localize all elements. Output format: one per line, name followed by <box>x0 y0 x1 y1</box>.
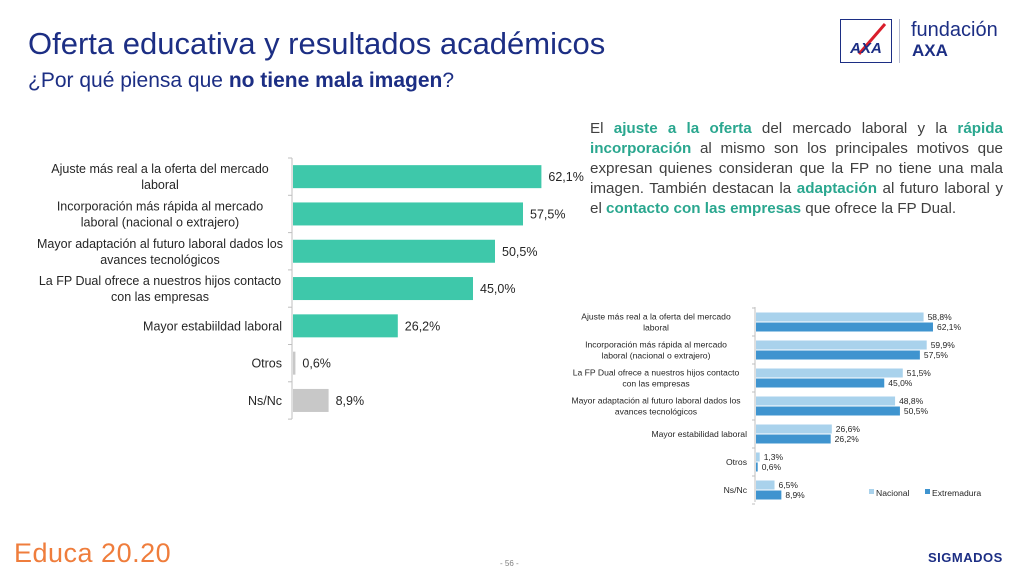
chart1-bar <box>293 351 296 375</box>
chart2-bar-nacional <box>756 480 775 490</box>
chart1-value-label: 50,5% <box>502 245 537 259</box>
chart2-category-label: Mayor adaptación al futuro laboral dados… <box>571 396 740 406</box>
chart1-category-label: Ajuste más real a la oferta del mercado <box>51 162 269 176</box>
chart1-value-label: 45,0% <box>480 282 515 296</box>
summary-highlight: adaptación <box>796 180 877 197</box>
subtitle-end: ? <box>442 69 455 92</box>
chart2-bar-extremadura <box>756 406 900 416</box>
chart2-bar-nacional <box>756 452 760 462</box>
chart2-category-label: laboral <box>643 323 669 333</box>
chart2-category-label: Ns/Nc <box>724 485 748 495</box>
axa-logo-text: AXA <box>849 40 882 57</box>
chart2-legend-swatch <box>869 489 874 494</box>
chart2-bar-extremadura <box>756 490 782 500</box>
chart1-bar <box>293 388 329 412</box>
chart1-value-label: 26,2% <box>405 319 440 333</box>
chart1-category-label: Incorporación más rápida al mercado <box>57 199 263 213</box>
page-subtitle: ¿Por qué piensa que no tiene mala imagen… <box>28 69 454 93</box>
chart2-category-label: La FP Dual ofrece a nuestros hijos conta… <box>573 368 740 378</box>
chart2-legend-swatch <box>925 489 930 494</box>
chart1-value-label: 0,6% <box>302 357 331 371</box>
chart2-category-label: Mayor estabilidad laboral <box>651 429 747 439</box>
chart2-legend-label: Nacional <box>876 488 910 498</box>
chart1-bar <box>293 165 542 189</box>
page-title: Oferta educativa y resultados académicos <box>28 26 606 61</box>
chart1-category-label: laboral <box>141 178 179 192</box>
chart2-value-label: 59,9% <box>931 340 956 350</box>
chart1-category-label: Mayor adaptación al futuro laboral dados… <box>37 237 283 251</box>
chart2-category-label: avances tecnológicos <box>615 407 697 417</box>
chart2-value-label: 45,0% <box>888 378 913 388</box>
summary-highlight: ajuste a la oferta <box>613 120 752 137</box>
chart1-category-label: Otros <box>251 357 282 371</box>
educa-logo: Educa 20.20 <box>14 538 172 568</box>
chart2-bar-extremadura <box>756 378 885 388</box>
page-number: - 56 - <box>500 559 519 568</box>
chart1-category-label: Ns/Nc <box>248 394 282 408</box>
chart2-category-label: Ajuste más real a la oferta del mercado <box>581 312 731 322</box>
chart2-value-label: 62,1% <box>937 322 962 332</box>
chart1-value-label: 57,5% <box>530 207 565 221</box>
chart2-bar-extremadura <box>756 350 920 360</box>
chart2-bar-extremadura <box>756 434 831 444</box>
chart1-category-label: La FP Dual ofrece a nuestros hijos conta… <box>39 274 281 288</box>
chart1-value-label: 62,1% <box>548 170 583 184</box>
chart2-value-label: 1,3% <box>764 452 784 462</box>
chart1-category-label: con las empresas <box>111 290 209 304</box>
logo-divider <box>899 19 900 63</box>
chart1-value-label: 8,9% <box>336 394 365 408</box>
chart2-bar-extremadura <box>756 462 758 472</box>
summary-paragraph: El ajuste a la oferta del mercado labora… <box>590 119 1003 219</box>
summary-text: El <box>590 120 614 137</box>
chart1-category-label: Mayor estabiildad laboral <box>143 319 282 333</box>
chart2-bar-nacional <box>756 340 927 350</box>
chart2-value-label: 8,9% <box>785 490 805 500</box>
chart2-value-label: 6,5% <box>779 480 799 490</box>
chart2-category-label: Otros <box>726 457 747 467</box>
chart2-bar-extremadura <box>756 322 933 332</box>
chart2-bar-nacional <box>756 424 832 434</box>
chart2-category-label: Incorporación más rápida al mercado <box>585 340 727 350</box>
sigmados-logo: SIGMADOS <box>928 550 1003 565</box>
fundacion-axa-label: AXA <box>912 41 948 60</box>
chart1-category-label: avances tecnológicos <box>100 253 220 267</box>
chart2-value-label: 48,8% <box>899 396 924 406</box>
chart1-bar <box>293 277 473 301</box>
axa-logo: AXA <box>840 19 892 63</box>
chart1-bar <box>293 314 398 338</box>
summary-text: al futuro laboral y el <box>590 180 1003 217</box>
axa-logo-icon: AXA <box>841 20 891 62</box>
chart2-value-label: 51,5% <box>907 368 932 378</box>
chart2-category-label: con las empresas <box>622 379 689 389</box>
chart1-bar <box>293 202 523 226</box>
summary-text: que ofrece la FP Dual. <box>801 200 957 217</box>
chart1-category-label: laboral (nacional o extrajero) <box>81 215 239 229</box>
summary-text: al mismo son los principales motivos que… <box>590 140 1003 197</box>
chart2-value-label: 26,2% <box>835 434 860 444</box>
chart2-value-label: 26,6% <box>836 424 861 434</box>
chart2-value-label: 57,5% <box>924 350 949 360</box>
subtitle-emphasis: no tiene mala imagen <box>228 69 443 92</box>
summary-text: del mercado laboral y la <box>751 120 958 137</box>
chart2-value-label: 50,5% <box>904 406 929 416</box>
summary-highlight: contacto con las empresas <box>606 200 802 217</box>
chart2-value-label: 58,8% <box>928 312 953 322</box>
chart2-bar-nacional <box>756 368 903 378</box>
subtitle-start: ¿Por qué piensa que <box>28 69 229 92</box>
summary-highlight: rápida incorporación <box>590 120 1003 157</box>
chart2-value-label: 0,6% <box>762 462 782 472</box>
chart2-bar-nacional <box>756 396 896 406</box>
chart1-bar <box>293 239 495 263</box>
chart2-category-label: laboral (nacional o extrajero) <box>602 351 711 361</box>
chart2-bar-nacional <box>756 312 924 322</box>
fundacion-label: fundación <box>911 19 998 41</box>
chart2-legend-label: Extremadura <box>932 488 981 498</box>
